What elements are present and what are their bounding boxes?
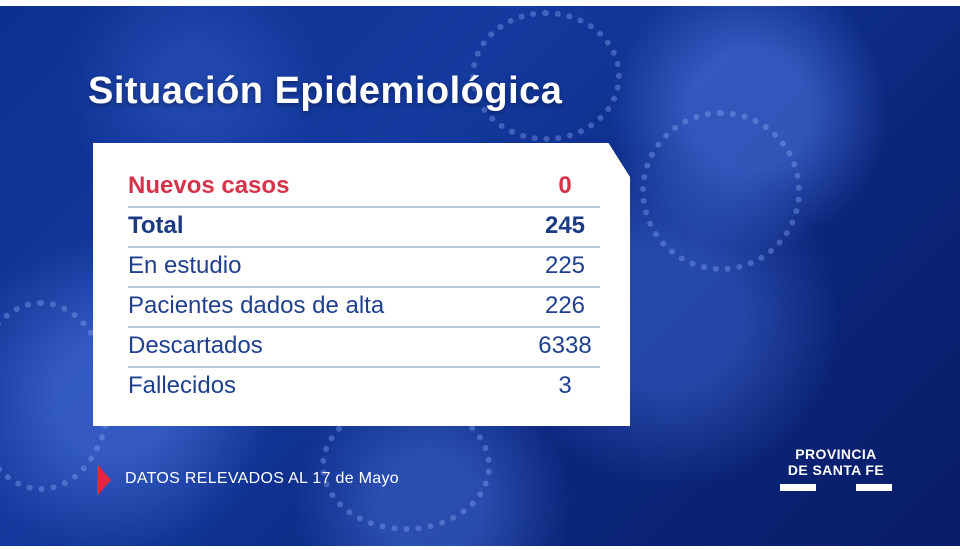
row-total: Total 245 <box>128 206 600 248</box>
top-border <box>0 0 960 6</box>
logo-bar-right <box>856 484 892 491</box>
row-deceased: Fallecidos 3 <box>128 366 600 406</box>
deceased-value: 3 <box>558 372 572 399</box>
discarded-label: Descartados <box>128 332 263 359</box>
red-arrow-icon <box>97 464 111 496</box>
new-cases-value: 0 <box>558 172 572 199</box>
row-discarded: Descartados 6338 <box>128 326 600 368</box>
virus-particle-graphic <box>640 110 802 272</box>
stats-card: Nuevos casos 0 Total 245 En estudio 225 … <box>93 143 630 426</box>
bottom-border <box>0 546 960 550</box>
data-date-note: DATOS RELEVADOS AL 17 de Mayo <box>125 470 400 487</box>
province-logo: PROVINCIA DE SANTA FE <box>780 446 892 492</box>
under-study-value: 225 <box>544 252 586 279</box>
total-value: 245 <box>544 212 586 239</box>
discarded-value: 6338 <box>538 332 592 359</box>
virus-particle-graphic <box>470 10 622 142</box>
logo-bar-left <box>780 484 816 491</box>
logo-line-2: DE SANTA FE <box>787 462 885 478</box>
page-title: Situación Epidemiológica <box>88 70 563 112</box>
row-under-study: En estudio 225 <box>128 246 600 288</box>
row-discharged: Pacientes dados de alta 226 <box>128 286 600 328</box>
discharged-value: 226 <box>544 292 586 319</box>
new-cases-label: Nuevos casos <box>128 172 290 199</box>
deceased-label: Fallecidos <box>128 372 237 399</box>
discharged-label: Pacientes dados de alta <box>128 292 385 319</box>
under-study-label: En estudio <box>128 252 242 279</box>
total-label: Total <box>128 212 184 239</box>
logo-line-1: PROVINCIA <box>795 446 877 462</box>
row-new-cases: Nuevos casos 0 <box>128 166 600 208</box>
